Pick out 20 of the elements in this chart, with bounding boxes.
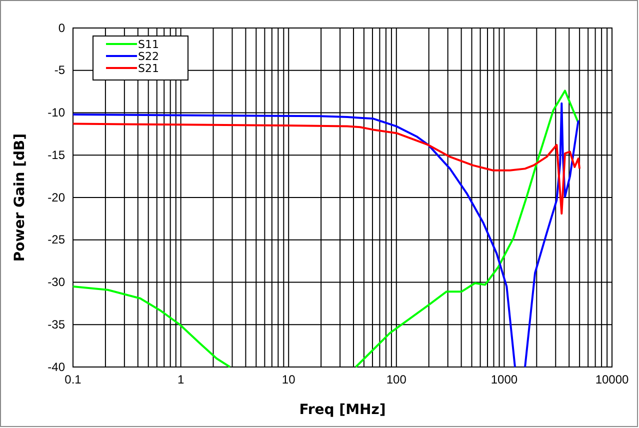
legend-label: S22 [138, 50, 159, 63]
x-tick-label: 10000 [595, 372, 630, 387]
x-tick-label: 1000 [490, 372, 518, 387]
x-axis-title: Freq [MHz] [299, 402, 386, 418]
y-tick-label: -30 [48, 275, 66, 290]
y-tick-label: -35 [48, 317, 66, 332]
y-tick-label: -15 [48, 148, 66, 162]
legend-label: S21 [138, 62, 159, 75]
y-tick-label: 0 [58, 20, 66, 35]
x-tick-label: 100 [386, 372, 407, 387]
x-tick-label: 1 [177, 372, 184, 387]
y-axis-title: Power Gain [dB] [12, 133, 28, 262]
x-tick-label: 0.1 [64, 372, 82, 387]
y-tick-label: -25 [48, 232, 66, 247]
y-tick-label: -20 [48, 190, 66, 204]
y-tick-label: -10 [48, 106, 66, 120]
y-tick-label: -40 [48, 360, 66, 374]
legend-label: S11 [138, 38, 159, 51]
x-tick-label: 10 [282, 372, 296, 387]
y-tick-label: -5 [54, 63, 66, 78]
